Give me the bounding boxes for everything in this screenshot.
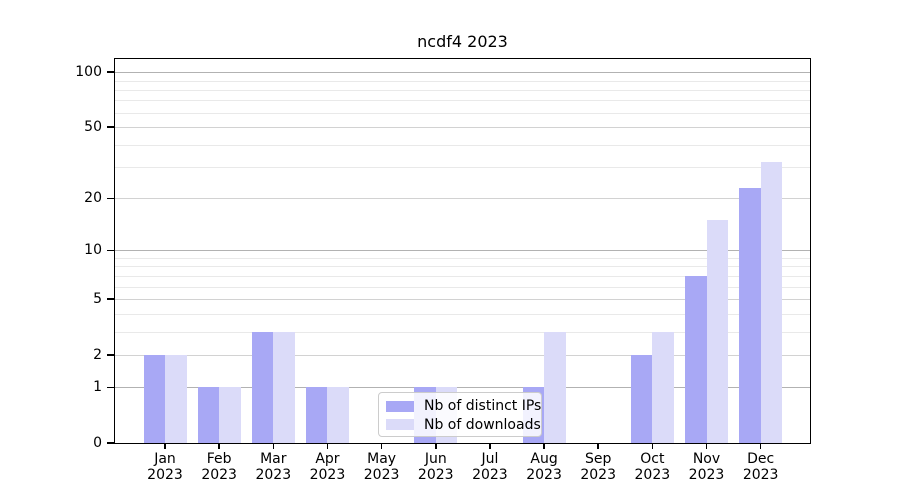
x-tick-mark [759,443,762,449]
plot-area [114,58,811,444]
y-tick-label: 0 [93,435,102,451]
minor-gridline [115,112,810,114]
legend-entry: Nb of distinct IPs [386,398,541,414]
x-tick-mark [164,443,166,449]
y-tick-label: 100 [75,64,102,81]
x-tick-mark [705,443,708,449]
y-tick-mark [107,442,114,444]
y-tick-label: 2 [93,346,102,363]
bar [143,354,165,443]
bar [652,331,674,443]
x-tick-label: Oct 2023 [634,451,671,483]
x-tick-mark [272,443,275,449]
x-tick-mark [543,443,545,449]
legend-swatch-icon [386,419,414,430]
major-gridline [115,250,810,252]
bar [273,331,295,443]
x-tick-mark [380,443,383,449]
x-tick-mark [597,443,599,449]
y-tick-mark [107,126,114,128]
y-tick-mark [107,197,114,200]
bar [739,187,761,443]
x-tick-mark [651,443,654,449]
minor-gridline [115,275,810,277]
major-gridline [115,387,810,389]
y-tick-mark [107,298,114,300]
minor-gridline [115,313,810,315]
major-gridline [115,72,810,74]
minor-gridline [115,167,810,169]
x-tick-label: Jul 2023 [472,451,508,483]
x-tick-label: Jan 2023 [147,451,183,483]
x-tick-label: Aug 2023 [526,451,562,483]
legend-swatch-icon [386,400,414,412]
minor-gridline [115,144,810,146]
x-tick-mark [326,443,329,449]
bar [706,220,728,443]
minor-gridline [115,89,810,91]
x-tick-mark [489,443,491,449]
x-tick-label: May 2023 [363,451,400,483]
y-tick-mark [107,71,114,73]
bar [197,387,220,443]
y-tick-label: 20 [84,190,102,207]
y-tick-label: 1 [93,379,102,396]
x-tick-label: Sep 2023 [580,451,616,483]
chart-title: ncdf4 2023 [417,32,508,51]
legend-label: Nb of downloads [424,416,541,433]
gridline [115,299,810,301]
y-tick-label: 50 [84,119,102,136]
y-tick-label: 10 [84,242,102,259]
x-tick-label: Apr 2023 [309,451,346,483]
x-tick-label: Jun 2023 [417,451,454,483]
bar [305,387,328,443]
bar [630,354,653,443]
minor-gridline [115,266,810,268]
legend-entry: Nb of downloads [386,417,541,433]
gridline [115,127,810,129]
x-tick-label: Mar 2023 [255,451,292,483]
minor-gridline [115,331,810,333]
legend-label: Nb of distinct IPs [424,398,542,414]
bar [165,354,187,443]
gridline [115,198,810,200]
x-tick-label: Nov 2023 [688,451,725,483]
x-tick-label: Feb 2023 [201,451,237,483]
x-tick-label: Dec 2023 [742,451,779,483]
y-tick-mark [107,386,114,389]
bar [251,331,274,443]
y-tick-mark [107,249,114,252]
y-tick-mark [107,353,114,356]
y-tick-label: 5 [93,291,102,308]
x-tick-mark [218,443,220,449]
bar [219,387,241,443]
minor-gridline [115,100,810,102]
minor-gridline [115,286,810,288]
bar [760,162,783,443]
legend: Nb of distinct IPs Nb of downloads [378,392,542,437]
bar [685,275,707,443]
x-tick-mark [434,443,437,449]
minor-gridline [115,257,810,259]
minor-gridline [115,80,810,82]
bar [544,331,566,443]
bar [327,387,349,443]
gridline [115,354,810,356]
